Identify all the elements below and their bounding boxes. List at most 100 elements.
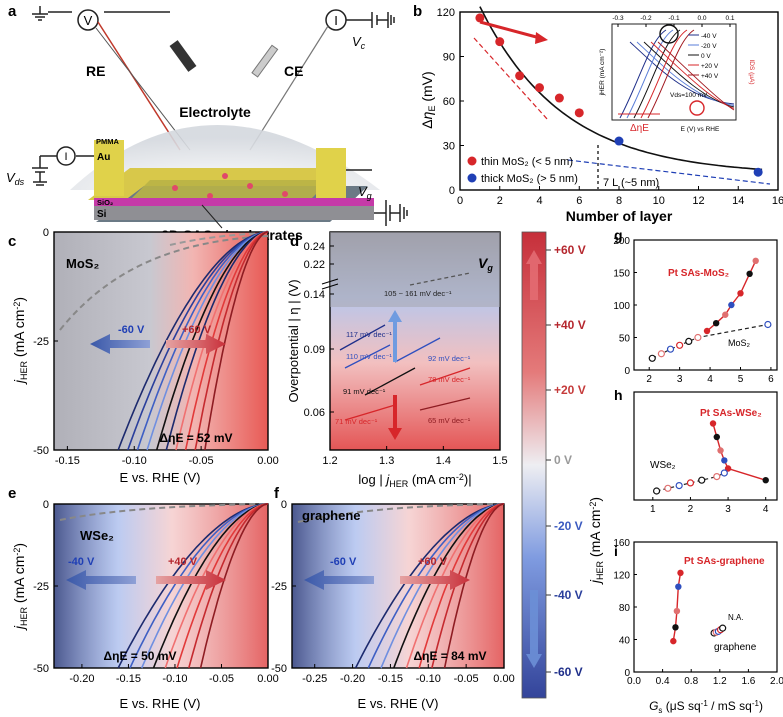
panel-c-arrow-pos <box>166 334 226 354</box>
panel-f-chart: f -0.25 -0.20 -0.15 -0.10 -0.05 0.00 0 -25 -50 g… <box>271 485 515 711</box>
panel-g-chart: g 2 3 4 5 6 0 50 100 150 200 Pt SAs-MoS₂ MoS₂ <box>613 227 778 385</box>
y-tick-label: -50 <box>33 663 49 675</box>
y-tick-label: 0 <box>624 366 630 377</box>
data-point <box>703 327 711 335</box>
svg-text:78 mV dec⁻¹: 78 mV dec⁻¹ <box>428 375 471 384</box>
lsv-curve <box>152 503 269 669</box>
lsv-curve <box>164 503 269 669</box>
svg-text:91 mV dec⁻¹: 91 mV dec⁻¹ <box>343 387 386 396</box>
panel-i-sub: graphene <box>714 642 757 653</box>
inset-delta: ΔηE <box>630 123 649 134</box>
panel-letter-c: c <box>8 233 16 250</box>
x-tick-label: 16 <box>772 195 783 207</box>
data-point <box>709 420 717 427</box>
lsv-curve <box>146 231 269 451</box>
panel-e-ylabel: jHER (mA cm-2) <box>11 543 29 631</box>
panel-c-ylabel: jHER (mA cm-2) <box>11 297 29 385</box>
data-point <box>685 337 693 345</box>
panel-e-pos-label: +40 V <box>168 556 198 568</box>
lsv-curve <box>129 503 269 669</box>
data-point <box>764 320 772 329</box>
x-tick-label: -0.20 <box>340 673 365 685</box>
colorbar-tick-label: +60 V <box>554 243 586 257</box>
data-point <box>722 311 729 318</box>
x-tick-label: 5 <box>738 374 744 385</box>
vc-label: Vc <box>352 34 366 51</box>
x-tick-label: 0.0 <box>627 676 641 687</box>
panel-b-chart: b 0 2 4 6 8 10 12 14 16 0 30 60 90 120 ΔηE (mV) Numbe… <box>413 3 783 224</box>
x-tick-label: -0.15 <box>378 673 403 685</box>
data-point <box>574 108 584 118</box>
panel-b-xlabel: Number of layer <box>566 208 673 224</box>
inset-jher-curve <box>640 29 688 119</box>
svg-text:65 mV dec⁻¹: 65 mV dec⁻¹ <box>428 416 471 425</box>
colorbar-tick-label: -20 V <box>554 519 583 533</box>
x-tick-label: 0.8 <box>684 676 698 687</box>
panel-b-annotation: 7 L (~5 nm) <box>603 177 659 189</box>
y-tick-label: -50 <box>271 663 287 675</box>
y-tick-label: 0.22 <box>304 259 325 271</box>
x-tick-label: -0.15 <box>116 673 141 685</box>
ground-icon <box>32 6 48 21</box>
y-tick-label: 0.14 <box>304 289 325 301</box>
svg-text:-20 V: -20 V <box>701 43 717 50</box>
x-tick-label: 1 <box>650 504 656 515</box>
ammeter-label-left: I <box>64 151 67 163</box>
panel-c-pos-label: +60 V <box>182 324 212 336</box>
panel-b-legend: thin MoS₂ (< 5 nm) thick MoS₂ (> 5 nm) <box>467 156 578 185</box>
panel-d-chart: d 1.2 1.3 1.4 1.5 0.24 0.22 0.14 0.09 0.06 105 ~… <box>286 231 508 489</box>
panel-i-na: N.A. <box>728 613 744 622</box>
inset-xlabel: E (V) vs RHE <box>681 126 720 133</box>
y-tick-label: -25 <box>271 581 287 593</box>
y-tick-label: 80 <box>619 603 631 614</box>
colorbar: +60 V +40 V +20 V 0 V -20 V -40 V -60 V <box>521 231 586 699</box>
panel-letter-a: a <box>8 3 17 20</box>
x-tick-label: -0.25 <box>302 673 327 685</box>
data-point <box>664 484 672 492</box>
data-point <box>670 637 677 645</box>
reference-electrode <box>169 40 197 72</box>
lsv-curve <box>127 231 269 451</box>
panel-h-chart: h 1 2 3 4 Pt SAs-WSe₂ WSe₂ jHER (mA cm-2) <box>587 387 778 585</box>
x-tick-label: 1.4 <box>436 455 451 467</box>
colorbar-tick-label: -60 V <box>554 665 583 679</box>
x-tick-label: 0.4 <box>656 676 670 687</box>
y-tick-label: 0 <box>43 227 49 239</box>
lsv-curve <box>188 503 269 669</box>
svg-text:+40 V: +40 V <box>701 73 719 80</box>
lsv-curve <box>140 503 269 669</box>
data-point <box>737 290 744 297</box>
panel-c-material: MoS₂ <box>66 256 99 271</box>
battery-icon <box>371 12 395 28</box>
colorbar-tick-label: +40 V <box>554 318 586 332</box>
panel-letter-i: i <box>614 543 618 559</box>
lsv-curve <box>175 231 269 451</box>
panel-f-pos-label: +60 V <box>418 556 448 568</box>
data-point <box>720 469 728 477</box>
panel-d-xlabel: log | jHER (mA cm-2)| <box>358 472 471 489</box>
lsv-curve <box>380 503 505 669</box>
y-tick-label: 0.06 <box>304 407 325 419</box>
data-point <box>675 482 683 490</box>
colorbar-tick-label: -40 V <box>554 588 583 602</box>
si-layer <box>94 206 374 220</box>
panel-b-thin-trend <box>473 37 549 121</box>
lsv-curve <box>155 231 269 451</box>
ammeter-label-top: I <box>334 13 338 28</box>
y-tick-label: 0.24 <box>304 241 325 253</box>
lsv-curve <box>176 503 269 669</box>
inset-jher-curve <box>647 29 695 119</box>
re-label: RE <box>86 63 105 79</box>
vg-label: Vg <box>358 184 372 201</box>
panel-d-tafel-labels: 105 ~ 161 mV dec⁻¹ 117 mV dec⁻¹ 110 mV d… <box>335 289 471 426</box>
y-tick-label: 120 <box>613 571 630 582</box>
lsv-curve <box>443 503 505 669</box>
panel-h-title: Pt SAs-WSe₂ <box>700 408 762 419</box>
y-tick-label: -50 <box>33 445 49 457</box>
panel-letter-e: e <box>8 485 16 502</box>
data-point <box>721 457 728 464</box>
svg-text:-40 V: -40 V <box>701 33 717 40</box>
y-tick-label: 60 <box>443 96 455 108</box>
lsv-curve <box>184 231 269 451</box>
